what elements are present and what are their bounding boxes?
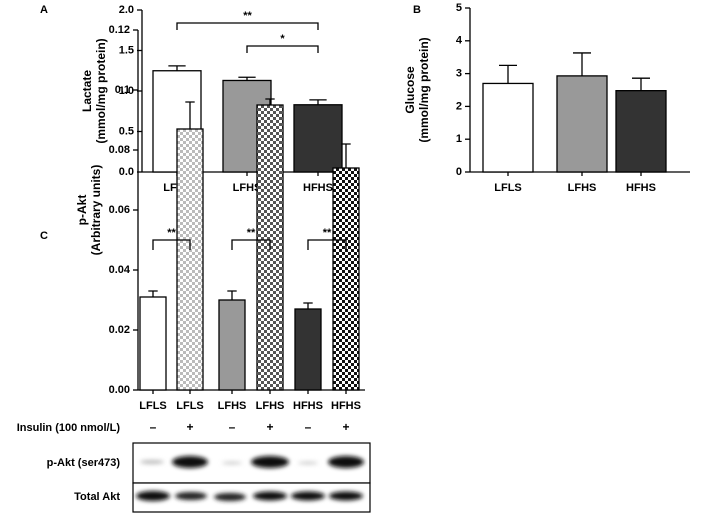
- error-bar: [632, 77, 650, 91]
- insulin-sign: +: [186, 420, 193, 434]
- panel-label: C: [40, 230, 48, 242]
- y-tick-label: 0.00: [109, 384, 130, 396]
- x-tick-label: HFHS: [331, 400, 361, 412]
- significance-label: **: [247, 227, 256, 239]
- y-tick-label: 1.5: [119, 44, 134, 56]
- x-tick-label: LFHS: [233, 182, 262, 194]
- x-tick-label: LFHS: [256, 400, 285, 412]
- insulin-label: Insulin (100 nmol/L): [17, 422, 121, 434]
- panel-label: A: [40, 4, 48, 16]
- bar: [139, 296, 167, 391]
- bar: [294, 308, 322, 391]
- error-bar: [227, 290, 237, 300]
- bar: [218, 299, 246, 391]
- y-tick-label: 0.04: [109, 264, 131, 276]
- insulin-sign: –: [150, 420, 157, 434]
- significance-bracket: [307, 239, 347, 250]
- bar: [293, 104, 343, 173]
- insulin-sign: –: [229, 420, 236, 434]
- significance-label: *: [280, 33, 285, 45]
- y-tick-label: 1.0: [119, 85, 134, 97]
- insulin-sign: +: [342, 420, 349, 434]
- x-tick-label: HFHS: [303, 182, 333, 194]
- y-tick-label: 3: [456, 68, 462, 80]
- y-tick-label: 2.0: [119, 4, 134, 16]
- y-axis-label-line: Glucose: [403, 66, 417, 114]
- y-tick-label: 0.02: [109, 324, 130, 336]
- y-axis-label: p-Akt(Arbitrary units): [75, 165, 103, 256]
- error-bar: [148, 290, 158, 297]
- y-tick-label: 0: [456, 166, 462, 178]
- y-tick-label: 0.06: [109, 204, 130, 216]
- insulin-sign: +: [266, 420, 273, 434]
- error-bar: [185, 101, 195, 129]
- x-tick-label: LFLS: [176, 400, 204, 412]
- significance-bracket: [231, 239, 271, 250]
- y-tick-label: 5: [456, 2, 462, 14]
- x-tick-label: LFHS: [568, 182, 597, 194]
- y-tick-label: 0.5: [119, 125, 134, 137]
- western-blot: Insulin (100 nmol/L) p-Akt (ser473) Tota…: [17, 422, 371, 513]
- bar: [176, 128, 204, 391]
- significance-label: **: [243, 10, 252, 22]
- blot-bands: [136, 456, 364, 501]
- bar: [482, 82, 534, 173]
- significance-label: **: [167, 227, 176, 239]
- y-tick-label: 2: [456, 100, 462, 112]
- error-bar: [573, 52, 591, 76]
- blot-row-label: p-Akt (ser473): [47, 457, 121, 469]
- y-tick-label: 4: [456, 35, 463, 47]
- panel: B Glucose(mmol/mg protein) 0 1 2 3 4 5 LFLS LFHS H…: [403, 2, 690, 194]
- x-tick-label: HFHS: [293, 400, 323, 412]
- error-bar: [341, 143, 351, 168]
- y-axis-label-line: (Arbitrary units): [89, 165, 103, 256]
- y-tick-label: 0.0: [119, 166, 134, 178]
- significance-bracket: [176, 22, 319, 30]
- x-tick-label: HFHS: [626, 182, 656, 194]
- error-bar: [238, 76, 256, 81]
- significance-bracket: [246, 45, 319, 53]
- y-axis-label-line: Lactate: [80, 70, 94, 112]
- insulin-sign: –: [305, 420, 312, 434]
- error-bar: [303, 302, 313, 309]
- bar: [556, 75, 608, 173]
- y-axis-label-line: (mmol/mg protein): [94, 38, 108, 143]
- blot-row-label: Total Akt: [74, 491, 120, 503]
- panel-label: B: [413, 4, 421, 16]
- panel: Cp-Akt(Arbitrary units) 0.00 0.02 0.04 0.06 0…: [40, 24, 365, 412]
- y-axis-label: Lactate(mmol/mg protein): [80, 38, 108, 143]
- y-tick-label: 0.08: [109, 144, 130, 156]
- error-bar: [309, 99, 327, 105]
- y-axis-label-line: (mmol/mg protein): [417, 37, 431, 142]
- y-tick-label: 0.1: [115, 84, 130, 96]
- significance-label: **: [323, 227, 332, 239]
- bar: [615, 90, 667, 173]
- x-tick-label: LFHS: [218, 400, 247, 412]
- significance-bracket: [152, 239, 191, 250]
- error-bar: [499, 64, 517, 84]
- bar: [332, 167, 360, 391]
- y-tick-label: 0.12: [109, 24, 130, 36]
- error-bar: [265, 98, 275, 105]
- y-axis-label: Glucose(mmol/mg protein): [403, 37, 431, 142]
- y-axis-label-line: p-Akt: [75, 195, 89, 226]
- x-tick-label: LFLS: [494, 182, 522, 194]
- y-tick-label: 1: [456, 133, 462, 145]
- error-bar: [168, 65, 186, 71]
- x-tick-label: LFLS: [139, 400, 167, 412]
